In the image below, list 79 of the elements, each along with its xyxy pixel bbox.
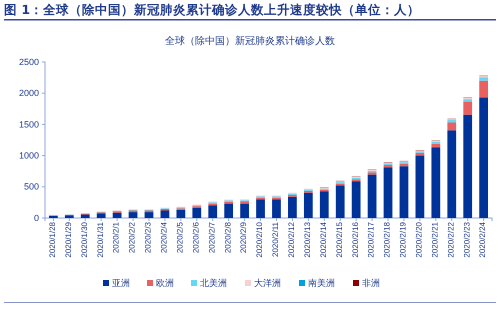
bar [463, 102, 472, 115]
y-tick-label: 500 [24, 182, 39, 192]
bar [368, 174, 376, 218]
x-tick-label: 2020/2/19 [398, 221, 408, 258]
bar [144, 212, 154, 218]
x-tick-label: 2020/2/18 [382, 221, 392, 258]
x-tick-label: 2020/2/23 [462, 221, 472, 258]
x-tick-label: 2020/2/10 [255, 221, 264, 258]
bar [80, 214, 90, 218]
bar [336, 186, 345, 218]
legend-label: 亚洲 [112, 278, 130, 289]
bar [431, 147, 440, 218]
x-tick-label: 2020/2/3 [144, 221, 153, 254]
x-tick-label: 2020/2/15 [334, 221, 344, 258]
legend-label: 南美洲 [308, 278, 335, 289]
bar [272, 199, 281, 218]
y-tick-label: 2500 [18, 56, 39, 67]
bar [240, 204, 249, 218]
bar [160, 210, 170, 218]
x-tick-label: 2020/2/9 [239, 221, 248, 254]
x-tick-label: 2020/2/6 [191, 221, 200, 254]
bar [447, 130, 456, 218]
bar [463, 114, 472, 218]
x-tick-label: 2020/2/11 [271, 221, 280, 257]
bar [447, 122, 456, 130]
y-tick-label: 1000 [18, 150, 39, 160]
x-tick-label: 2020/2/21 [430, 221, 440, 258]
y-tick-label: 2000 [18, 88, 39, 98]
x-tick-label: 2020/2/13 [302, 221, 312, 258]
y-tick-label: 1500 [18, 119, 39, 130]
bar [368, 172, 376, 175]
chart-subtitle: 全球（除中国）新冠肺炎累计确诊人数 [165, 35, 335, 47]
legend-label: 非洲 [362, 278, 380, 289]
legend-label: 欧洲 [156, 278, 174, 289]
x-tick-label: 2020/2/12 [287, 221, 296, 258]
chart-title: 图 1：全球（除中国）新冠肺炎累计确诊人数上升速度较快（单位：人） [4, 2, 420, 17]
x-tick-label: 2020/2/7 [207, 221, 216, 254]
bar [479, 80, 488, 98]
x-tick-label: 2020/2/8 [223, 221, 232, 254]
bar [384, 167, 392, 218]
bar [416, 152, 424, 156]
x-tick-label: 2020/1/29 [64, 221, 73, 258]
bar [224, 204, 234, 218]
x-tick-label: 2020/2/4 [160, 221, 169, 254]
x-tick-label: 2020/2/24 [478, 221, 488, 258]
bar [240, 201, 249, 204]
y-tick-label: 0 [34, 212, 39, 223]
bar [463, 99, 472, 102]
x-tick-label: 2020/2/1 [112, 221, 121, 254]
bar [479, 98, 488, 218]
bar [320, 191, 329, 218]
bar [96, 213, 106, 218]
bar [352, 181, 361, 218]
bar [400, 164, 408, 166]
bar [384, 164, 392, 168]
legend-label: 北美洲 [200, 278, 227, 289]
bar [192, 208, 202, 218]
bar [447, 120, 456, 123]
bar [431, 144, 440, 148]
legend-label: 大洋洲 [254, 278, 281, 289]
x-tick-label: 2020/2/20 [414, 221, 424, 258]
x-tick-label: 2020/2/22 [446, 221, 456, 258]
x-tick-label: 2020/1/28 [48, 221, 57, 258]
bar [256, 199, 265, 218]
x-tick-label: 2020/2/14 [318, 221, 328, 258]
bar [304, 192, 313, 218]
bar [400, 166, 408, 218]
bar [416, 156, 424, 218]
bar [208, 206, 218, 218]
x-tick-label: 2020/2/16 [350, 221, 360, 258]
x-tick-label: 2020/2/5 [175, 221, 184, 254]
bar [128, 212, 138, 218]
x-tick-label: 2020/2/2 [128, 221, 137, 254]
bar [112, 212, 122, 218]
x-tick-label: 2020/2/17 [366, 221, 376, 258]
x-tick-label: 2020/1/30 [80, 221, 89, 258]
bar [176, 210, 186, 218]
bar [288, 196, 297, 218]
x-tick-label: 2020/1/31 [96, 221, 105, 258]
